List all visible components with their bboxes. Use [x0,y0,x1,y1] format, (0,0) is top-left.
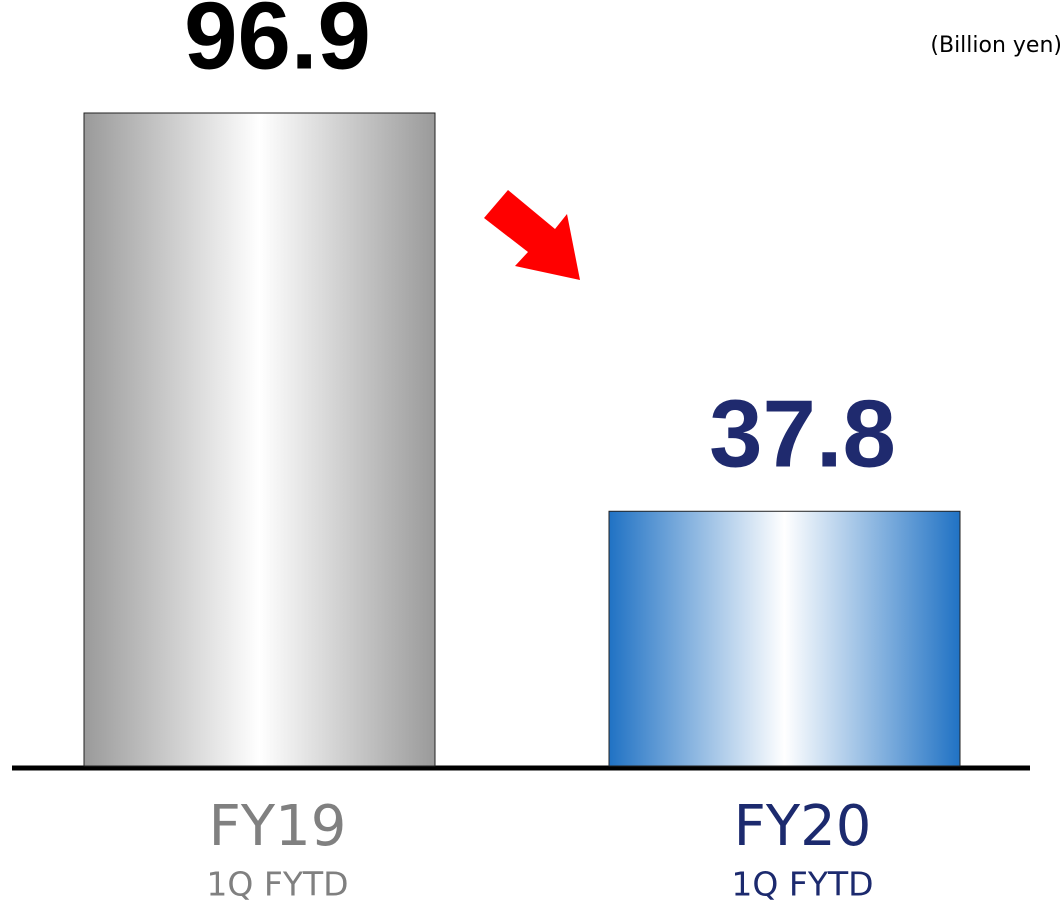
x-tick-sublabel: 1Q FYTD [206,865,348,904]
value-label: 96.9 [184,0,371,89]
x-tick-sublabel: 1Q FYTD [731,865,873,904]
x-tick-label: FY19 [209,794,347,859]
value-label: 37.8 [709,381,896,488]
bar [608,510,961,767]
bar [83,112,436,767]
unit-label: (Billion yen) [930,33,1060,58]
down-arrow [484,190,580,280]
x-tick-label: FY20 [734,794,872,859]
